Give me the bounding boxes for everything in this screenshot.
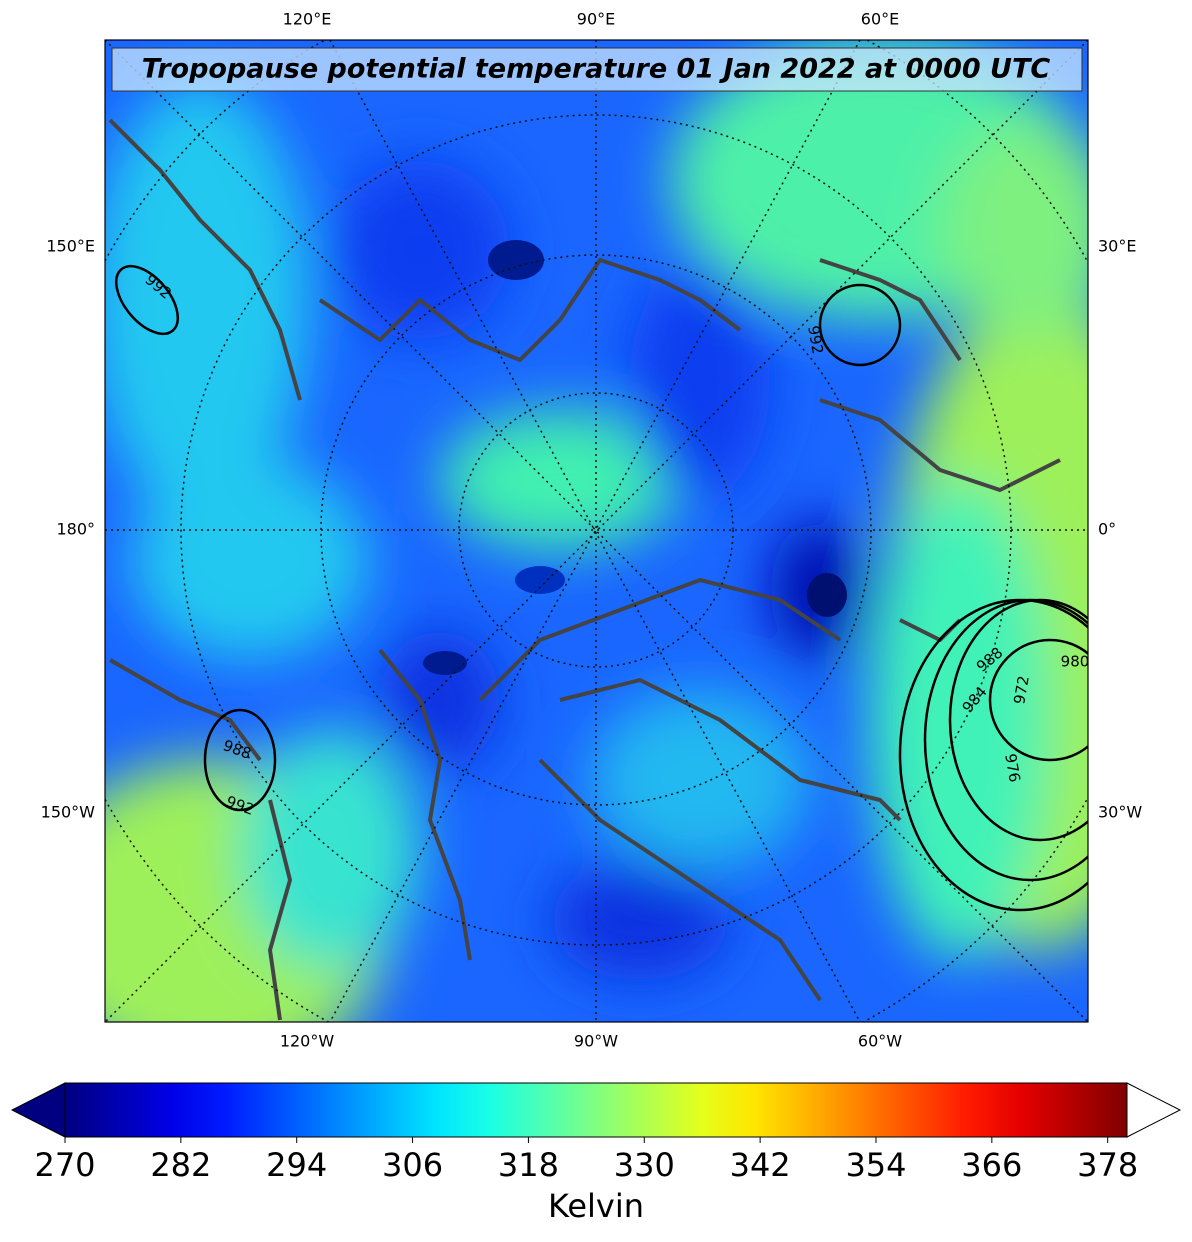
title-box xyxy=(111,47,1083,92)
colorbar-label: Kelvin xyxy=(548,1187,644,1225)
lon-label: 30°E xyxy=(1098,237,1136,256)
map-field xyxy=(105,40,1088,1022)
colorbar-tick-label: 282 xyxy=(150,1146,211,1184)
contour-label: 972 xyxy=(1010,674,1033,705)
lon-label: 150°W xyxy=(41,803,96,822)
colorbar-tick-label: 270 xyxy=(34,1146,95,1184)
colorbar-extend-low xyxy=(10,1082,66,1138)
lon-label: 90°E xyxy=(577,10,615,29)
colorbar xyxy=(64,1082,1128,1138)
contour-label: 976 xyxy=(1001,752,1024,783)
colorbar-tick-label: 306 xyxy=(382,1146,443,1184)
map-frame xyxy=(104,39,1089,1023)
lon-label: 60°E xyxy=(861,10,899,29)
colorbar-tick-label: 354 xyxy=(845,1146,906,1184)
lon-label: 90°W xyxy=(574,1032,618,1051)
lon-label: 120°W xyxy=(280,1032,335,1051)
lon-label: 0° xyxy=(1098,520,1116,539)
colorbar-tick-label: 294 xyxy=(266,1146,327,1184)
colorbar-tick-label: 378 xyxy=(1077,1146,1138,1184)
colorbar-tick-label: 330 xyxy=(614,1146,675,1184)
colorbar-tick-label: 366 xyxy=(961,1146,1022,1184)
colorbar-tick-label: 342 xyxy=(730,1146,791,1184)
lon-label: 120°E xyxy=(283,10,332,29)
lon-label: 150°E xyxy=(46,237,95,256)
colorbar-tick-label: 318 xyxy=(498,1146,559,1184)
contour-label: 980 xyxy=(1061,653,1090,671)
lon-label: 60°W xyxy=(858,1032,902,1051)
colorbar-extend-high xyxy=(1126,1082,1182,1138)
chart-title: Tropopause potential temperature 01 Jan … xyxy=(142,54,1051,85)
lon-label: 180° xyxy=(56,520,95,539)
contour-label: 992 xyxy=(804,324,827,355)
lon-label: 30°W xyxy=(1098,803,1142,822)
